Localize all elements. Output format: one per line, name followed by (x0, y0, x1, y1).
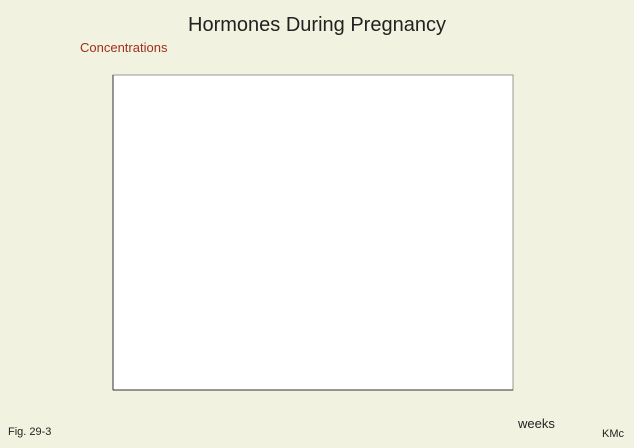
figure-label: Fig. 29-3 (8, 426, 52, 438)
plot-area (112, 74, 514, 391)
author-label: KMc (602, 428, 624, 440)
chart-title: Hormones During Pregnancy (188, 14, 446, 36)
y-axis-label: Concentrations (80, 40, 168, 55)
x-axis-label: weeks (517, 416, 555, 431)
